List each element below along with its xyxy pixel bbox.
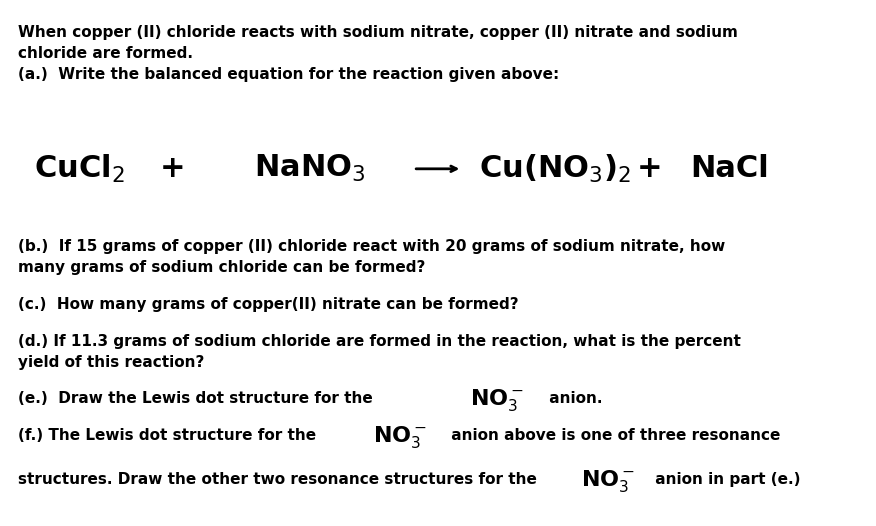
Text: +: + <box>159 154 186 184</box>
Text: (a.)  Write the balanced equation for the reaction given above:: (a.) Write the balanced equation for the… <box>18 67 559 82</box>
Text: NaCl: NaCl <box>690 154 769 184</box>
Text: NaNO$_3$: NaNO$_3$ <box>254 153 366 185</box>
Text: chloride are formed.: chloride are formed. <box>18 46 193 61</box>
Text: When copper (II) chloride reacts with sodium nitrate, copper (II) nitrate and so: When copper (II) chloride reacts with so… <box>18 25 738 40</box>
Text: (b.)  If 15 grams of copper (II) chloride react with 20 grams of sodium nitrate,: (b.) If 15 grams of copper (II) chloride… <box>18 239 725 255</box>
Text: (f.) The Lewis dot structure for the: (f.) The Lewis dot structure for the <box>18 428 321 443</box>
Text: (c.)  How many grams of copper(II) nitrate can be formed?: (c.) How many grams of copper(II) nitrat… <box>18 297 519 312</box>
Text: anion.: anion. <box>544 391 603 406</box>
Text: NO$_3^-$: NO$_3^-$ <box>372 423 427 450</box>
Text: (d.) If 11.3 grams of sodium chloride are formed in the reaction, what is the pe: (d.) If 11.3 grams of sodium chloride ar… <box>18 333 740 349</box>
Text: anion above is one of three resonance: anion above is one of three resonance <box>446 428 781 443</box>
Text: NO$_3^-$: NO$_3^-$ <box>470 387 525 413</box>
Text: Cu(NO$_3$)$_2$: Cu(NO$_3$)$_2$ <box>478 153 631 185</box>
Text: CuCl$_2$: CuCl$_2$ <box>34 153 124 185</box>
Text: structures. Draw the other two resonance structures for the: structures. Draw the other two resonance… <box>18 472 542 487</box>
Text: +: + <box>637 154 662 184</box>
Text: (e.)  Draw the Lewis dot structure for the: (e.) Draw the Lewis dot structure for th… <box>18 391 378 406</box>
Text: many grams of sodium chloride can be formed?: many grams of sodium chloride can be for… <box>18 260 425 276</box>
Text: NO$_3^-$: NO$_3^-$ <box>581 468 634 494</box>
Text: yield of this reaction?: yield of this reaction? <box>18 355 204 370</box>
Text: anion in part (e.): anion in part (e.) <box>650 472 801 487</box>
